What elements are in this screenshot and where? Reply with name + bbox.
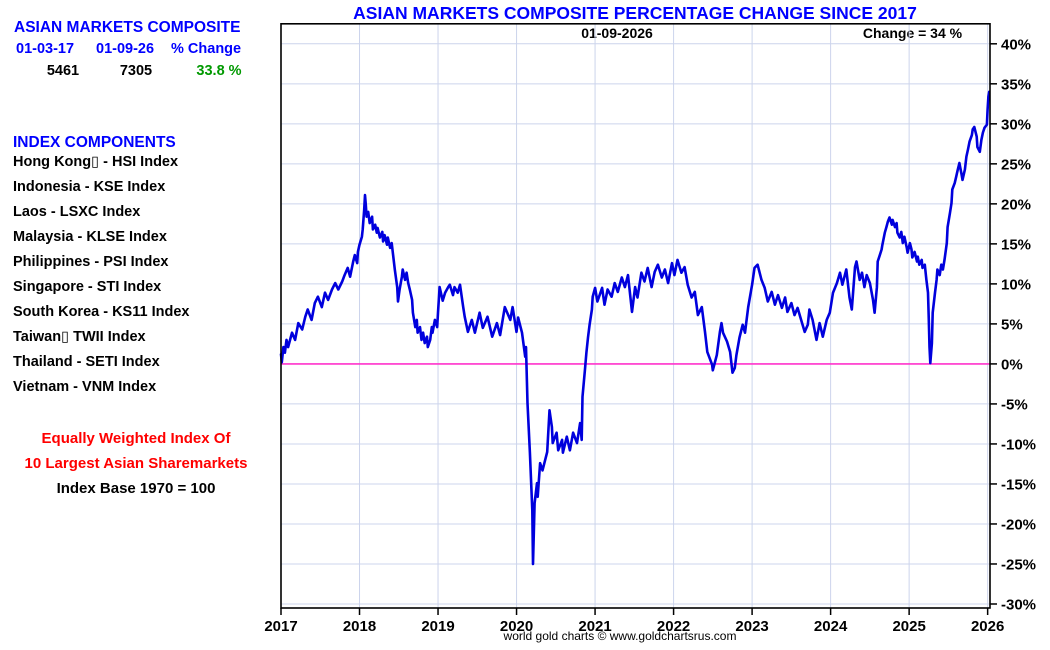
y-axis-label: 0% (1001, 356, 1023, 373)
annotation-end-date: 01-09-2026 (581, 25, 653, 41)
y-axis-label: -30% (1001, 596, 1036, 613)
pct-change-label: % Change (171, 41, 242, 57)
plot-border (280, 23, 991, 609)
panel-title: ASIAN MARKETS COMPOSITE (14, 19, 241, 36)
y-axis-label: 30% (1001, 116, 1031, 133)
x-axis-label: 2022 (657, 618, 690, 635)
component-item: Vietnam - VNM Index (13, 379, 157, 395)
y-axis-label: 5% (1001, 316, 1023, 333)
component-item: Philippines - PSI Index (13, 254, 169, 270)
component-item: Malaysia - KLSE Index (13, 229, 167, 245)
component-item: Hong Kong▯ - HSI Index (13, 154, 179, 170)
footnote-index-base: Index Base 1970 = 100 (56, 480, 216, 497)
y-axis-label: 40% (1001, 36, 1031, 53)
line-chart-plot: 40% 35% 30% 25% 20% 15% 10% 5% 0% -5% -10% -15% -20%… (264, 23, 1036, 635)
x-axis-label: 2018 (343, 618, 376, 635)
chart-footer: world gold charts © www.goldchartsrus.co… (503, 629, 737, 643)
components-header: INDEX COMPONENTS (13, 134, 176, 151)
footnote-equally-weighted: Equally Weighted Index Of (41, 430, 231, 447)
x-axis-label: 2023 (735, 618, 768, 635)
component-item: South Korea - KS11 Index (13, 304, 190, 320)
x-axis-label: 2020 (500, 618, 533, 635)
end-date-label: 01-09-26 (96, 41, 155, 57)
y-axis-label: 15% (1001, 236, 1031, 253)
y-axis-label: -15% (1001, 476, 1036, 493)
x-axis-label: 2019 (421, 618, 454, 635)
y-axis-label: 25% (1001, 156, 1031, 173)
x-axis-label: 2024 (814, 618, 848, 635)
x-axis-label: 2021 (578, 618, 611, 635)
component-item: Singapore - STI Index (13, 279, 162, 295)
y-axis-label: 10% (1001, 276, 1031, 293)
y-axis-label: 20% (1001, 196, 1031, 213)
y-axis-label: 35% (1001, 76, 1031, 93)
annotation-change-value: Change = 34 % (862, 25, 963, 41)
x-axis-label: 2017 (264, 618, 297, 635)
composite-index-line (279, 90, 991, 566)
x-axis-label: 2025 (892, 618, 925, 635)
y-axis-label: -5% (1001, 396, 1028, 413)
start-value: 5461 (46, 63, 80, 79)
pct-change-value: 33.8 % (196, 63, 242, 79)
end-value: 7305 (119, 63, 153, 79)
chart-title: ASIAN MARKETS COMPOSITE PERCENTAGE CHANG… (353, 3, 917, 23)
start-date-label: 01-03-17 (16, 41, 75, 57)
component-item: Indonesia - KSE Index (13, 179, 166, 195)
x-axis-label: 2026 (971, 618, 1004, 635)
components-list: Hong Kong▯ - HSI Index Indonesia - KSE In… (13, 150, 189, 400)
y-axis-label: -20% (1001, 516, 1036, 533)
footnote-ten-largest: 10 Largest Asian Sharemarkets (24, 455, 248, 472)
component-item: Thailand - SETI Index (13, 354, 160, 370)
y-axis-label: -10% (1001, 436, 1036, 453)
y-axis-label: -25% (1001, 556, 1036, 573)
component-item: Taiwan▯ TWII Index (13, 329, 146, 345)
component-item: Laos - LSXC Index (13, 204, 141, 220)
